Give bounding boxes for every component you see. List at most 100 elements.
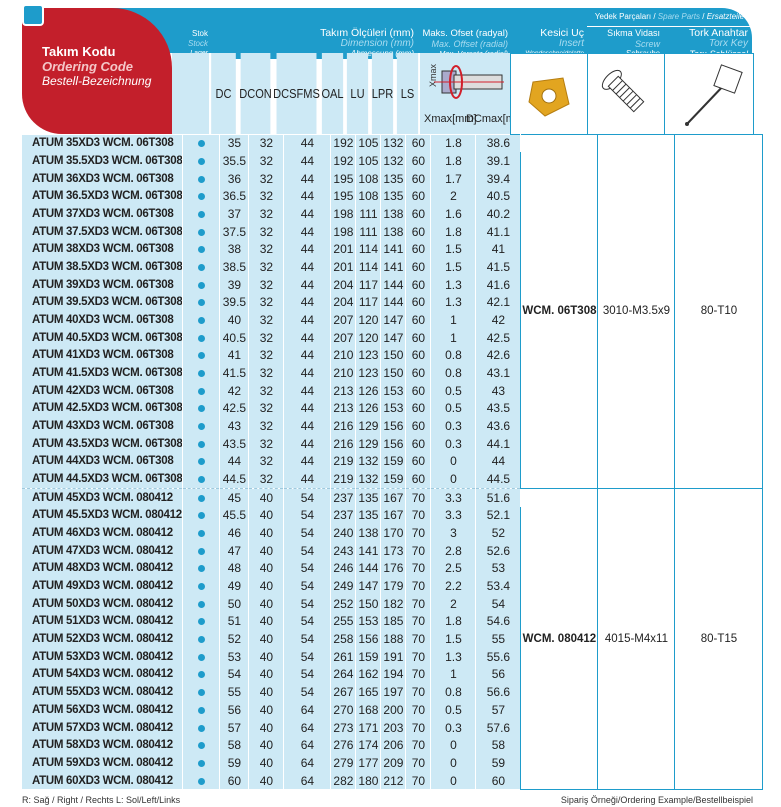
cell-lpr: 150 bbox=[380, 346, 407, 365]
cell-dcmax: 56 bbox=[475, 665, 522, 684]
cell-oal: 201 bbox=[330, 240, 357, 259]
cell-xmax: 3 bbox=[430, 524, 477, 542]
cell-lpr: 141 bbox=[380, 258, 407, 276]
cell-lpr: 212 bbox=[380, 771, 407, 790]
cell-oal: 207 bbox=[330, 328, 357, 347]
stock-indicator bbox=[182, 559, 221, 578]
cell-ls: 60 bbox=[405, 275, 432, 294]
in-stock-dot-icon bbox=[197, 547, 205, 555]
ordering-code: ATUM 45XD3 WCM. 080412 bbox=[22, 487, 184, 507]
cell-lu: 141 bbox=[355, 541, 382, 560]
cell-dc: 45.5 bbox=[219, 506, 250, 525]
cell-ls: 60 bbox=[405, 328, 432, 347]
cell-lpr: 167 bbox=[380, 506, 407, 525]
cell-dcsfms: 54 bbox=[283, 665, 332, 684]
cell-xmax: 1.5 bbox=[430, 240, 477, 259]
stock-indicator bbox=[182, 754, 221, 772]
cell-lpr: 170 bbox=[380, 524, 407, 542]
insert-icon bbox=[528, 77, 570, 117]
cell-lu: 117 bbox=[355, 275, 382, 294]
stock-indicator bbox=[182, 293, 221, 312]
cell-dcon: 32 bbox=[248, 152, 285, 170]
cell-dcsfms: 44 bbox=[283, 399, 332, 418]
cell-dcmax: 38.6 bbox=[475, 134, 522, 153]
cell-dcsfms: 44 bbox=[283, 293, 332, 312]
cell-dcon: 32 bbox=[248, 222, 285, 241]
cell-xmax: 0 bbox=[430, 470, 477, 489]
stock-indicator bbox=[182, 328, 221, 347]
cell-ls: 70 bbox=[405, 506, 432, 525]
cell-dc: 37.5 bbox=[219, 222, 250, 241]
cell-dcmax: 53.4 bbox=[475, 577, 522, 595]
column-header-dc: DC bbox=[211, 53, 236, 134]
cell-dcmax: 43.1 bbox=[475, 364, 522, 382]
cell-dcon: 40 bbox=[248, 718, 285, 737]
cell-lpr: 153 bbox=[380, 381, 407, 400]
table-row: ATUM 36XD3 WCM. 06T308 36 32 44 195 108 135 60 1… bbox=[22, 169, 763, 188]
cell-ls: 60 bbox=[405, 222, 432, 241]
cell-dcmax: 42.1 bbox=[475, 293, 522, 312]
ordering-code: ATUM 37.5XD3 WCM. 06T308 bbox=[22, 222, 184, 241]
cell-dcmax: 44.1 bbox=[475, 434, 522, 453]
cell-dc: 60 bbox=[219, 771, 250, 790]
cell-xmax: 0 bbox=[430, 736, 477, 755]
cell-ls: 70 bbox=[405, 736, 432, 755]
cell-lpr: 194 bbox=[380, 665, 407, 684]
stock-indicator bbox=[182, 187, 221, 206]
stock-indicator bbox=[182, 771, 221, 790]
cell-lpr: 147 bbox=[380, 311, 407, 329]
cell-oal: 282 bbox=[330, 771, 357, 790]
cell-dcsfms: 44 bbox=[283, 364, 332, 382]
in-stock-dot-icon bbox=[197, 530, 205, 538]
in-stock-dot-icon bbox=[197, 317, 205, 325]
table-row: ATUM 48XD3 WCM. 080412 48 40 54 246 144 176 70 2… bbox=[22, 559, 763, 578]
table-row: ATUM 54XD3 WCM. 080412 54 40 54 264 162 194 70 1… bbox=[22, 665, 763, 684]
cell-lu: 123 bbox=[355, 364, 382, 382]
cell-dcsfms: 64 bbox=[283, 736, 332, 755]
ordering-code: ATUM 46XD3 WCM. 080412 bbox=[22, 524, 184, 542]
stock-indicator bbox=[182, 506, 221, 525]
cell-oal: 240 bbox=[330, 524, 357, 542]
cell-xmax: 3.3 bbox=[430, 506, 477, 525]
cell-lpr: 144 bbox=[380, 275, 407, 294]
cell-dcmax: 41.1 bbox=[475, 222, 522, 241]
cell-dc: 36 bbox=[219, 169, 250, 188]
cell-dcsfms: 64 bbox=[283, 701, 332, 719]
cell-dc: 43 bbox=[219, 417, 250, 435]
cell-dcon: 32 bbox=[248, 364, 285, 382]
spare-parts-header: Yedek Parçaları / Spare Parts / Ersatzte… bbox=[594, 12, 745, 21]
stock-indicator bbox=[182, 311, 221, 329]
cell-oal: 267 bbox=[330, 683, 357, 701]
stock-indicator bbox=[182, 417, 221, 435]
cell-dcsfms: 64 bbox=[283, 771, 332, 790]
cell-lpr: 135 bbox=[380, 169, 407, 188]
cell-xmax: 1 bbox=[430, 665, 477, 684]
in-stock-dot-icon bbox=[197, 565, 205, 573]
ordering-code: ATUM 57XD3 WCM. 080412 bbox=[22, 718, 184, 737]
in-stock-dot-icon bbox=[197, 671, 205, 679]
cell-ls: 60 bbox=[405, 434, 432, 453]
cell-ls: 70 bbox=[405, 771, 432, 790]
divider bbox=[587, 26, 752, 27]
cell-lu: 162 bbox=[355, 665, 382, 684]
cell-dcmax: 52.6 bbox=[475, 541, 522, 560]
cell-lpr: 209 bbox=[380, 754, 407, 772]
spare-tr: Yedek Parçaları bbox=[594, 12, 652, 21]
cell-dcsfms: 44 bbox=[283, 346, 332, 365]
cell-dcon: 40 bbox=[248, 594, 285, 613]
screw-icon bbox=[601, 69, 645, 113]
cell-lu: 168 bbox=[355, 701, 382, 719]
stock-indicator bbox=[182, 594, 221, 613]
table-row: ATUM 45.5XD3 WCM. 080412 45.5 40 54 237 135 16… bbox=[22, 506, 763, 525]
cell-dcsfms: 54 bbox=[283, 647, 332, 666]
table-row: ATUM 38XD3 WCM. 06T308 38 32 44 201 114 141 60 1… bbox=[22, 240, 763, 259]
ordering-code: ATUM 38XD3 WCM. 06T308 bbox=[22, 240, 184, 259]
cell-oal: 210 bbox=[330, 364, 357, 382]
cell-dc: 49 bbox=[219, 577, 250, 595]
ordering-code: ATUM 41.5XD3 WCM. 06T308 bbox=[22, 364, 184, 382]
stock-indicator bbox=[182, 434, 221, 453]
cell-lu: 120 bbox=[355, 328, 382, 347]
cell-xmax: 1.8 bbox=[430, 134, 477, 153]
cell-dcon: 40 bbox=[248, 683, 285, 701]
cell-dc: 41 bbox=[219, 346, 250, 365]
